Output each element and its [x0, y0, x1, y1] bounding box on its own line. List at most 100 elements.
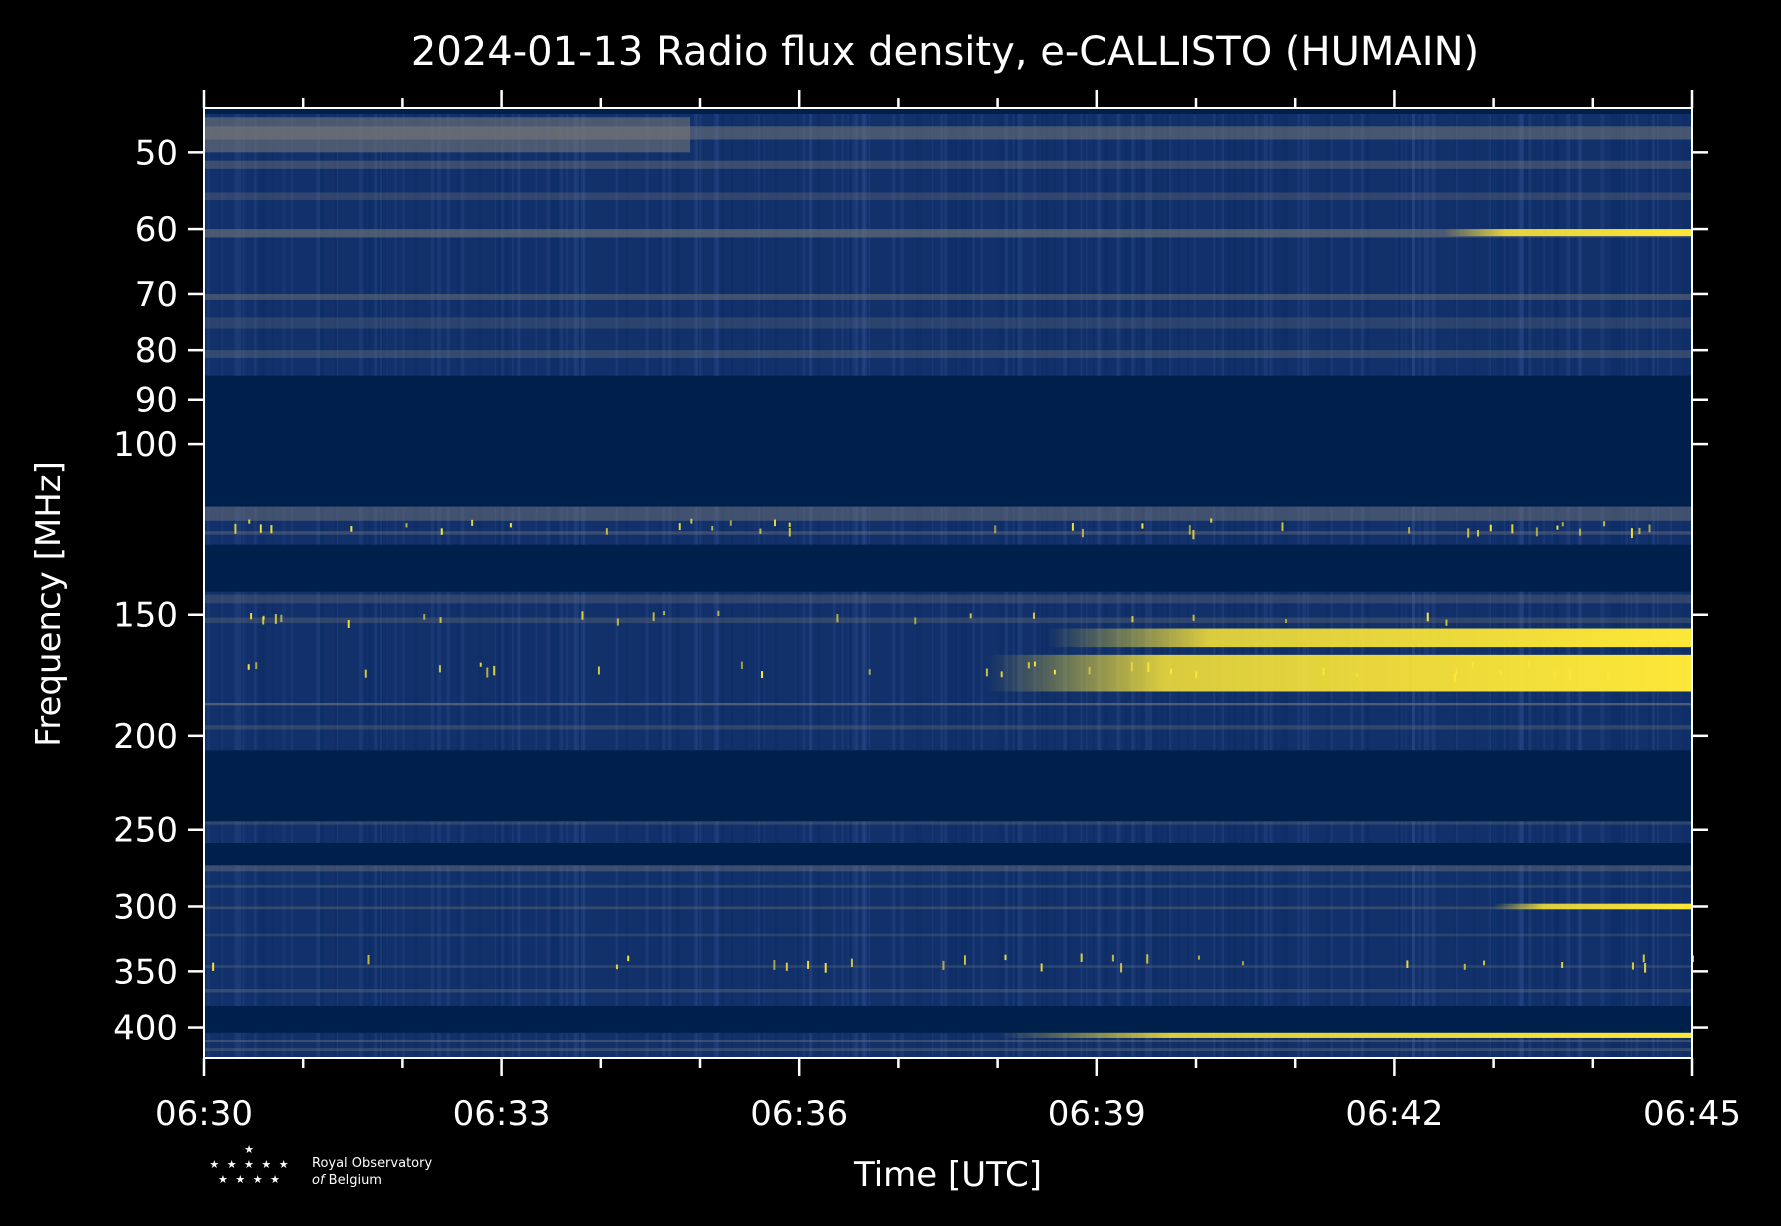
bright-spike	[616, 618, 619, 626]
masked-band	[204, 108, 1692, 114]
bright-spike	[347, 619, 350, 628]
bright-spike	[1630, 528, 1633, 538]
logo-line-2-prefix: of	[312, 1173, 325, 1188]
x-tick-label: 06:39	[1048, 1094, 1146, 1134]
bright-spike	[1081, 528, 1084, 538]
bright-spike	[1561, 962, 1564, 968]
logo-line-1: Royal Observatory	[312, 1156, 433, 1171]
x-axis: 06:30 06:33 06:36 06:39 06:42 06:45	[155, 90, 1741, 1134]
bright-spike	[605, 528, 608, 535]
texture-band	[204, 293, 1692, 300]
bright-spike	[652, 612, 655, 622]
bright-spike	[1408, 527, 1411, 534]
bright-spike	[405, 523, 408, 528]
bright-spike	[1032, 612, 1035, 619]
bright-spike	[785, 962, 788, 971]
texture-band	[204, 350, 1692, 358]
bright-spike	[280, 614, 283, 623]
bright-spike	[1027, 662, 1030, 669]
bright-spike	[1322, 667, 1325, 676]
bright-spike	[678, 523, 681, 531]
bright-spike	[1040, 963, 1043, 972]
texture-band	[204, 933, 1692, 937]
texture-band	[204, 703, 1692, 706]
bright-spike	[1511, 524, 1514, 534]
bright-spike	[1130, 661, 1133, 672]
texture-band	[204, 965, 1692, 968]
texture-band	[204, 865, 1692, 872]
bright-spike	[1472, 661, 1475, 668]
bright-spike	[1004, 954, 1007, 961]
bright-spike	[1648, 524, 1651, 533]
bright-spike	[438, 665, 441, 673]
bright-spike	[1631, 962, 1634, 970]
y-tick-label: 50	[135, 133, 178, 173]
bright-spike	[914, 617, 917, 625]
y-tick-label: 60	[135, 210, 178, 250]
bright-spike	[1197, 955, 1200, 960]
bright-spike	[1192, 529, 1195, 540]
y-tick-label: 90	[135, 381, 178, 421]
bright-spike	[440, 528, 443, 535]
texture-band	[204, 317, 1692, 329]
bright-feature	[987, 654, 1692, 692]
bright-spike	[1281, 522, 1284, 531]
bright-spike	[994, 525, 997, 534]
masked-band	[204, 750, 1692, 822]
bright-spike	[367, 954, 370, 965]
bright-spike	[663, 611, 666, 616]
x-tick-label: 06:36	[750, 1094, 848, 1134]
bright-spike	[1644, 962, 1647, 973]
bright-spike	[1445, 619, 1448, 626]
bright-spike	[740, 661, 743, 669]
bright-spike	[255, 662, 258, 669]
bright-feature	[1444, 229, 1692, 237]
bright-spike	[1195, 671, 1198, 678]
x-tick-label: 06:45	[1643, 1094, 1741, 1134]
y-tick-label: 250	[113, 811, 178, 851]
bright-spike	[212, 962, 215, 971]
bright-spike	[963, 955, 966, 965]
bright-spike	[1169, 668, 1172, 675]
bright-spike	[1192, 614, 1195, 621]
texture-band	[204, 617, 1692, 624]
plot-area	[203, 107, 1694, 1059]
bright-spike	[597, 666, 600, 675]
bright-spike	[761, 671, 764, 679]
bright-spike	[807, 960, 810, 969]
texture-band	[204, 821, 1692, 825]
bright-spike	[270, 525, 273, 534]
bright-spike	[234, 523, 237, 534]
bright-spike	[1453, 672, 1456, 683]
bright-spike	[1607, 670, 1610, 680]
x-tick-label: 06:30	[155, 1094, 253, 1134]
bright-spike	[247, 664, 250, 670]
bright-spike	[759, 528, 762, 534]
bright-spike	[581, 611, 584, 620]
bright-spike	[1603, 521, 1606, 527]
bright-spike	[985, 668, 988, 677]
observatory-logo-icon: ★ ★ ★ ★ ★ ★ ★ ★ ★ ★	[209, 1143, 291, 1186]
texture-band	[204, 594, 1692, 604]
texture-band	[204, 884, 1692, 888]
bright-spike	[774, 519, 777, 527]
bright-spike	[836, 614, 839, 623]
bright-spike	[1188, 525, 1191, 535]
x-axis-label: Time [UTC]	[853, 1155, 1042, 1195]
bright-spike	[1477, 530, 1480, 537]
bright-spike	[1561, 522, 1564, 527]
bright-spike	[1579, 528, 1582, 536]
texture-band	[204, 192, 1692, 201]
bright-feature	[1493, 903, 1692, 910]
bright-spike	[1642, 954, 1645, 963]
y-tick-label: 150	[113, 596, 178, 636]
bright-spike	[615, 964, 618, 970]
y-tick-label: 100	[113, 425, 178, 465]
texture-band	[204, 506, 1692, 521]
masked-band	[204, 375, 1692, 507]
bright-spike	[1210, 518, 1213, 523]
bright-spike	[1489, 524, 1492, 532]
logo-line-2-rest: Belgium	[328, 1173, 382, 1188]
bright-spike	[1141, 523, 1144, 529]
